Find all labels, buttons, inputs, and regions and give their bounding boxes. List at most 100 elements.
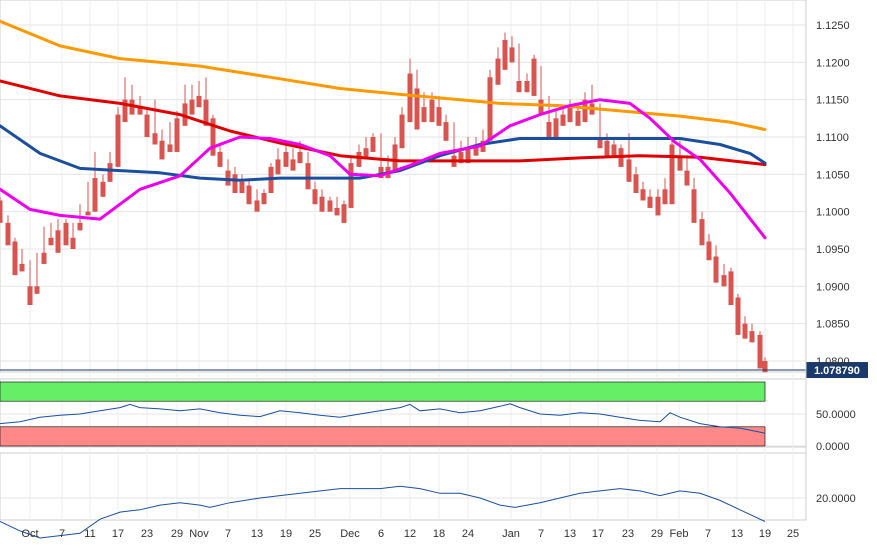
candle-body <box>655 196 661 216</box>
candle-body <box>196 95 202 108</box>
y-tick-label: 1.0900 <box>816 281 850 293</box>
candle-body <box>626 159 632 182</box>
candle-body <box>443 122 449 141</box>
candle-body <box>203 99 209 126</box>
candle-body <box>480 140 486 152</box>
candle-body <box>546 122 552 137</box>
x-tick-label: 29 <box>171 528 183 540</box>
y-tick-label: 1.1150 <box>816 95 849 107</box>
candle-body <box>48 237 54 246</box>
candle-body <box>677 155 683 171</box>
candle-body <box>684 170 690 186</box>
current-price-label: 1.078790 <box>814 365 860 377</box>
x-tick-label: 18 <box>433 528 445 540</box>
candle-body <box>0 200 3 223</box>
x-tick-label: Nov <box>189 528 209 540</box>
x-tick-label: Dec <box>340 528 360 540</box>
candle-body <box>721 275 727 287</box>
candle-body <box>283 151 289 167</box>
candle-body <box>560 114 566 126</box>
candle-body <box>319 196 325 212</box>
candle-body <box>312 189 318 205</box>
candle-body <box>246 185 252 205</box>
candle-body <box>399 114 405 149</box>
candle-body <box>305 163 311 190</box>
candle-body <box>531 58 537 96</box>
candle-body <box>327 200 333 212</box>
candle-body <box>728 271 734 305</box>
candle-body <box>669 144 675 205</box>
y-tick-label: 1.0950 <box>816 244 850 256</box>
series-lines <box>0 19 767 539</box>
x-tick-label: 29 <box>651 528 663 540</box>
x-tick-label: 17 <box>592 528 604 540</box>
candle-body <box>182 103 188 126</box>
y-tick-label: 0.0000 <box>816 441 850 453</box>
x-tick-label: Oct <box>21 528 38 540</box>
candle-body <box>144 114 150 137</box>
y-tick-label: 1.1250 <box>816 20 850 32</box>
candle-body <box>706 241 712 261</box>
candle-body <box>378 166 384 179</box>
x-tick-label: 23 <box>622 528 634 540</box>
candle-body <box>122 99 128 123</box>
candle-body <box>458 151 464 164</box>
candle-body <box>516 81 522 93</box>
candle-body <box>604 140 610 156</box>
candle-body <box>70 237 76 249</box>
candle-body <box>429 99 435 123</box>
candle-body <box>749 331 755 343</box>
candle-body <box>487 77 493 141</box>
y-tick-label: 1.1200 <box>816 57 850 69</box>
candle-body <box>225 170 231 186</box>
candle-body <box>34 286 40 294</box>
x-tick-label: 7 <box>59 528 65 540</box>
candle-body <box>509 47 515 63</box>
candle-body <box>713 256 719 283</box>
x-tick-label: 7 <box>225 528 231 540</box>
candle-body <box>582 99 588 123</box>
candle-body <box>465 148 471 164</box>
x-tick-label: 13 <box>731 528 743 540</box>
moving-average-line <box>0 98 767 240</box>
candles <box>0 32 768 373</box>
candle-body <box>495 58 501 85</box>
indicator-line <box>0 485 766 539</box>
candle-body <box>19 263 25 272</box>
candle-body <box>575 110 581 126</box>
moving-average-line <box>0 19 767 131</box>
candle-body <box>757 334 763 369</box>
candle-body <box>691 189 697 223</box>
candle-body <box>348 163 354 208</box>
x-tick-label: 13 <box>251 528 263 540</box>
candle-body <box>261 193 267 205</box>
candle-body <box>567 107 573 123</box>
indicator-band <box>0 381 766 402</box>
candle-body <box>633 174 639 193</box>
candle-body <box>742 323 748 339</box>
candle-body <box>92 178 98 212</box>
oscillator-line <box>0 403 766 434</box>
indicator-bands <box>0 381 766 447</box>
candle-body <box>524 81 530 93</box>
labels: Oct 7 11 17 23 29 Nov 7 13 19 25 Dec 6 12 18 24 Jan 7 13 17… <box>21 20 859 540</box>
x-tick-label: 24 <box>462 528 474 540</box>
candle-body <box>85 211 91 216</box>
candle-body <box>77 222 83 231</box>
x-tick-label: 13 <box>564 528 576 540</box>
candle-body <box>647 196 653 208</box>
candle-body <box>159 140 165 160</box>
candle-body <box>115 114 121 167</box>
x-tick-label: 23 <box>141 528 153 540</box>
candle-body <box>63 222 69 246</box>
y-tick-label: 50.0000 <box>816 409 856 421</box>
candle-body <box>538 99 544 115</box>
x-tick-label: 25 <box>787 528 799 540</box>
candle-body <box>662 189 668 205</box>
x-tick-label: 17 <box>112 528 124 540</box>
candle-body <box>407 73 413 123</box>
candle-body <box>611 144 617 156</box>
candle-body <box>100 181 106 197</box>
x-tick-label: Jan <box>502 528 520 540</box>
